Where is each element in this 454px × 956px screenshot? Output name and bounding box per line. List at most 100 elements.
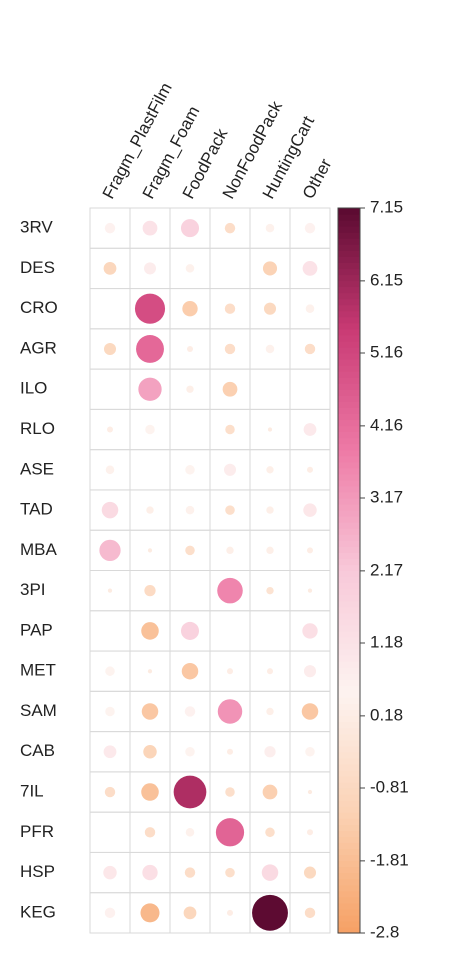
value-circle <box>301 703 319 720</box>
colorbar-step <box>338 389 360 396</box>
colorbar-step <box>338 280 360 288</box>
colorbar-step <box>338 491 360 499</box>
value-circle <box>106 426 114 433</box>
colorbar-step <box>338 340 360 348</box>
colorbar-step <box>338 522 360 529</box>
value-circle <box>99 539 121 562</box>
colorbar-tick-label: 0.18 <box>370 705 403 724</box>
value-circle <box>145 424 155 435</box>
colorbar-step <box>338 715 360 723</box>
value-circle <box>138 377 162 401</box>
colorbar-step <box>338 594 360 602</box>
value-circle <box>302 261 318 276</box>
cell <box>289 892 331 934</box>
value-circle <box>186 345 194 352</box>
colorbar-step <box>338 401 360 408</box>
colorbar-step <box>338 334 360 342</box>
colorbar-step <box>338 322 360 330</box>
colorbar-step <box>338 824 360 831</box>
value-circle <box>185 746 195 757</box>
value-circle <box>147 548 153 553</box>
value-circle <box>265 223 275 233</box>
value-circle <box>306 547 314 554</box>
colorbar-step <box>338 516 360 523</box>
value-circle <box>262 784 278 800</box>
colorbar-step <box>338 232 360 239</box>
value-circle <box>180 621 200 640</box>
colorbar-step <box>338 467 360 475</box>
colorbar-step <box>338 570 360 578</box>
colorbar-step <box>338 781 360 789</box>
cell <box>89 368 131 410</box>
colorbar-step <box>338 630 360 638</box>
value-circle <box>105 706 115 717</box>
colorbar-step <box>338 298 360 306</box>
value-circle <box>266 466 274 474</box>
cell <box>249 368 291 410</box>
colorbar-step <box>338 383 360 390</box>
value-circle <box>185 264 195 273</box>
colorbar-step <box>338 649 360 656</box>
colorbar-step <box>338 600 360 608</box>
value-circle <box>143 262 157 275</box>
value-circle <box>266 707 274 716</box>
colorbar-tick-label: 3.17 <box>370 487 403 506</box>
colorbar-step <box>338 552 360 560</box>
value-circle <box>215 818 245 847</box>
value-circle <box>143 745 157 759</box>
value-circle <box>146 506 154 514</box>
row-label: CRO <box>20 298 58 317</box>
colorbar-step <box>338 679 360 686</box>
colorbar-step <box>338 920 360 928</box>
colorbar-step <box>338 413 360 421</box>
value-circle <box>185 545 195 556</box>
value-circle <box>217 577 243 604</box>
colorbar-step <box>338 800 360 807</box>
row-label: RLO <box>20 419 55 438</box>
value-circle <box>186 385 194 393</box>
value-circle <box>185 465 195 475</box>
colorbar-step <box>338 763 360 771</box>
value-circle <box>184 706 196 717</box>
cell <box>209 610 251 652</box>
colorbar-step <box>338 316 360 324</box>
colorbar-tick-label: 7.15 <box>370 197 403 216</box>
colorbar-step <box>338 365 360 372</box>
value-circle <box>263 302 277 315</box>
row-label: HSP <box>20 862 55 881</box>
value-circle <box>180 219 200 238</box>
colorbar-step <box>338 733 360 741</box>
value-circle <box>306 466 314 473</box>
value-circle <box>306 829 314 836</box>
row-label: AGR <box>20 338 57 357</box>
value-circle <box>141 622 159 640</box>
row-label: KEG <box>20 902 56 921</box>
row-label: 7IL <box>20 782 44 801</box>
value-circle <box>265 344 275 354</box>
value-circle <box>305 304 315 313</box>
colorbar-step <box>338 244 360 251</box>
value-circle <box>266 506 274 514</box>
colorbar-step <box>338 926 360 934</box>
value-circle <box>105 465 115 475</box>
row-label: MBA <box>20 540 58 559</box>
value-circle <box>304 222 316 234</box>
value-circle <box>224 343 236 355</box>
colorbar-step <box>338 256 360 263</box>
value-circle <box>184 867 196 878</box>
value-circle <box>183 906 197 920</box>
value-circle <box>225 867 235 878</box>
value-circle <box>252 894 288 931</box>
colorbar-step <box>338 564 360 572</box>
colorbar-step <box>338 757 360 765</box>
row-label: SAM <box>20 701 57 720</box>
colorbar-step <box>338 908 360 916</box>
colorbar-step <box>338 866 360 874</box>
colorbar-step <box>338 812 360 819</box>
colorbar-step <box>338 498 360 505</box>
row-label: PAP <box>20 620 53 639</box>
colorbar-step <box>338 643 360 650</box>
value-circle <box>261 864 279 881</box>
value-circle <box>134 293 166 324</box>
